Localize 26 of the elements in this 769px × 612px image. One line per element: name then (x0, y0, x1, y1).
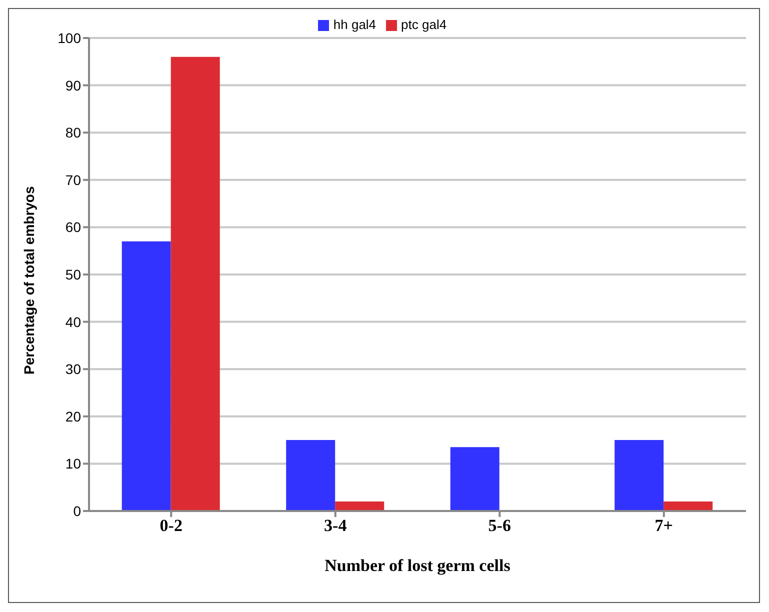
bar (286, 440, 336, 511)
bar (614, 440, 664, 511)
bar (335, 502, 384, 511)
y-tick-label: 100 (58, 30, 82, 46)
legend-label: ptc gal4 (401, 17, 447, 32)
bar (170, 56, 220, 511)
x-tick-label: 0-2 (160, 516, 182, 536)
x-axis-title: Number of lost germ cells (324, 556, 511, 575)
y-tick-label: 70 (65, 172, 82, 188)
y-tick-label: 30 (65, 361, 82, 378)
y-tick-label: 20 (65, 408, 82, 424)
y-tick-label: 50 (65, 266, 82, 282)
legend-label: hh gal4 (333, 17, 376, 32)
bar (664, 502, 713, 511)
y-axis-title: Percentage of total embryos (20, 186, 37, 374)
x-tick-label: 3-4 (324, 516, 348, 536)
y-tick-label: 80 (65, 124, 82, 141)
y-tick-label: 40 (65, 314, 82, 330)
bar (122, 241, 171, 511)
x-tick-label: 7+ (654, 516, 673, 536)
y-tick-label: 60 (65, 219, 82, 236)
y-tick-label: 90 (65, 77, 82, 94)
bar (450, 447, 500, 511)
y-tick-label: 0 (73, 502, 82, 519)
y-tick-label: 10 (65, 456, 82, 472)
x-tick-label: 5-6 (488, 516, 511, 536)
